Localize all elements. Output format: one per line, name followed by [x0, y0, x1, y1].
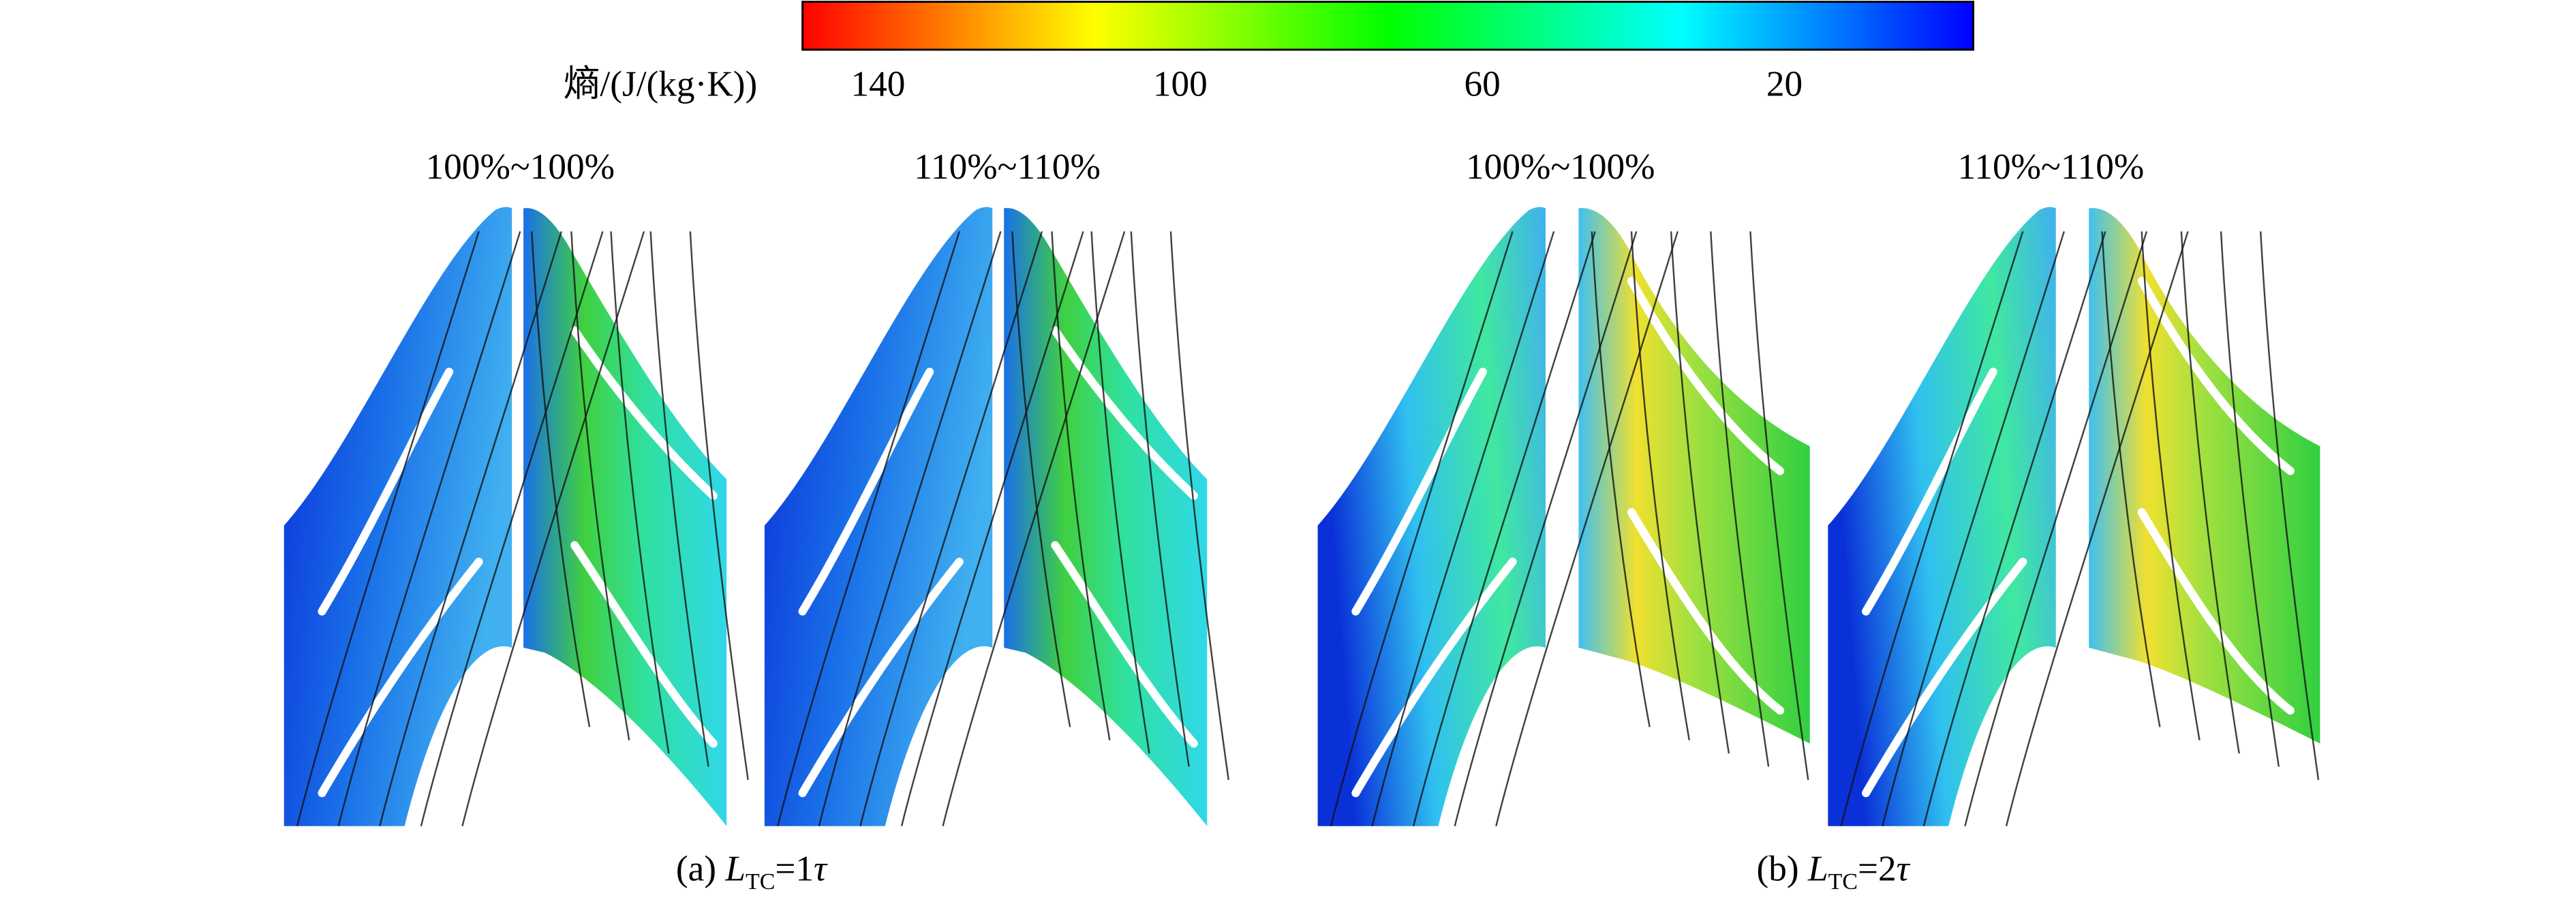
streamline	[1670, 231, 1730, 754]
caption-prefix: (a)	[676, 849, 725, 889]
panel-title: 100%~100%	[1466, 147, 1655, 187]
contour-left	[1828, 207, 2056, 826]
contour-panel	[764, 207, 1229, 827]
contour-right	[2089, 208, 2320, 744]
colorbar	[801, 1, 1975, 51]
streamline	[2220, 231, 2280, 767]
contour-right	[1578, 208, 1810, 744]
blade	[570, 541, 718, 748]
panels	[283, 207, 2320, 827]
streamline	[1882, 231, 2066, 827]
caption-equals: =2	[1858, 849, 1897, 889]
caption: (a) LTC=1τ	[676, 849, 828, 894]
streamline	[1051, 231, 1111, 740]
blade	[1862, 367, 1997, 616]
streamline	[1130, 231, 1190, 767]
streamline	[1371, 231, 1555, 827]
streamline	[649, 231, 709, 767]
caption-unit: τ	[1897, 849, 1911, 889]
blade	[1051, 326, 1198, 500]
streamline	[570, 231, 630, 740]
streamline	[2180, 231, 2240, 754]
blade	[798, 558, 964, 798]
streamline	[1495, 231, 1679, 827]
colorbar-tick-label: 20	[1766, 64, 1803, 104]
caption-variable: L	[1807, 849, 1828, 889]
contour-panel	[283, 207, 749, 827]
streamline	[1169, 231, 1229, 781]
caption-unit: τ	[814, 849, 828, 889]
contour-left	[764, 207, 993, 826]
streamline	[689, 231, 749, 781]
streamline	[1591, 231, 1651, 727]
blade	[2137, 277, 2295, 475]
streamline	[1330, 231, 1514, 827]
blade	[1627, 277, 1785, 475]
blade	[1051, 541, 1198, 748]
caption-variable: L	[724, 849, 746, 889]
streamline	[1749, 231, 1809, 781]
blade	[1351, 558, 1517, 798]
streamline	[818, 231, 1002, 827]
streamline	[420, 231, 604, 827]
panel-title: 100%~100%	[426, 147, 615, 187]
blade	[318, 367, 454, 616]
colorbar-tick-label: 60	[1464, 64, 1500, 104]
contour-panel	[1828, 207, 2320, 827]
streamline	[531, 231, 591, 727]
caption-subscript: TC	[1828, 869, 1858, 894]
contour-left	[1317, 207, 1546, 826]
contour-left	[283, 207, 512, 826]
panel-title: 110%~110%	[1958, 147, 2145, 187]
caption: (b) LTC=2τ	[1756, 849, 1910, 894]
streamline	[337, 231, 521, 827]
caption-prefix: (b)	[1756, 849, 1807, 889]
streamline	[1922, 231, 2106, 827]
colorbar-tick-label: 140	[850, 64, 905, 104]
streamline	[1412, 231, 1596, 827]
blade	[1351, 367, 1487, 616]
blade	[570, 326, 718, 500]
colorbar-tick-label: 100	[1153, 64, 1208, 104]
streamline	[2101, 231, 2161, 727]
blade	[1627, 508, 1785, 715]
streamline	[1090, 231, 1150, 754]
streamline	[942, 231, 1126, 827]
panel-title: 110%~110%	[914, 147, 1101, 187]
blade	[318, 558, 483, 798]
streamline	[1964, 231, 2148, 827]
streamline	[461, 231, 645, 827]
streamline	[1011, 231, 1071, 727]
streamline	[610, 231, 670, 754]
streamline	[296, 231, 480, 827]
streamline	[900, 231, 1084, 827]
contour-right	[1004, 208, 1208, 826]
streamline	[859, 231, 1043, 827]
streamline	[1710, 231, 1770, 767]
colorbar-label: 熵/(J/(kg·K))	[564, 64, 757, 104]
streamline	[777, 231, 960, 827]
contour-panel	[1317, 207, 1810, 827]
streamline	[379, 231, 563, 827]
caption-subscript: TC	[746, 869, 775, 894]
contour-right	[523, 208, 727, 826]
blade	[2137, 508, 2295, 715]
streamline	[1454, 231, 1638, 827]
caption-equals: =1	[775, 849, 814, 889]
blade	[798, 367, 934, 616]
streamline	[2141, 231, 2201, 740]
streamline	[1630, 231, 1691, 740]
streamline	[2259, 231, 2320, 781]
streamline	[1840, 231, 2024, 827]
streamline	[2005, 231, 2189, 827]
blade	[1862, 558, 2027, 798]
